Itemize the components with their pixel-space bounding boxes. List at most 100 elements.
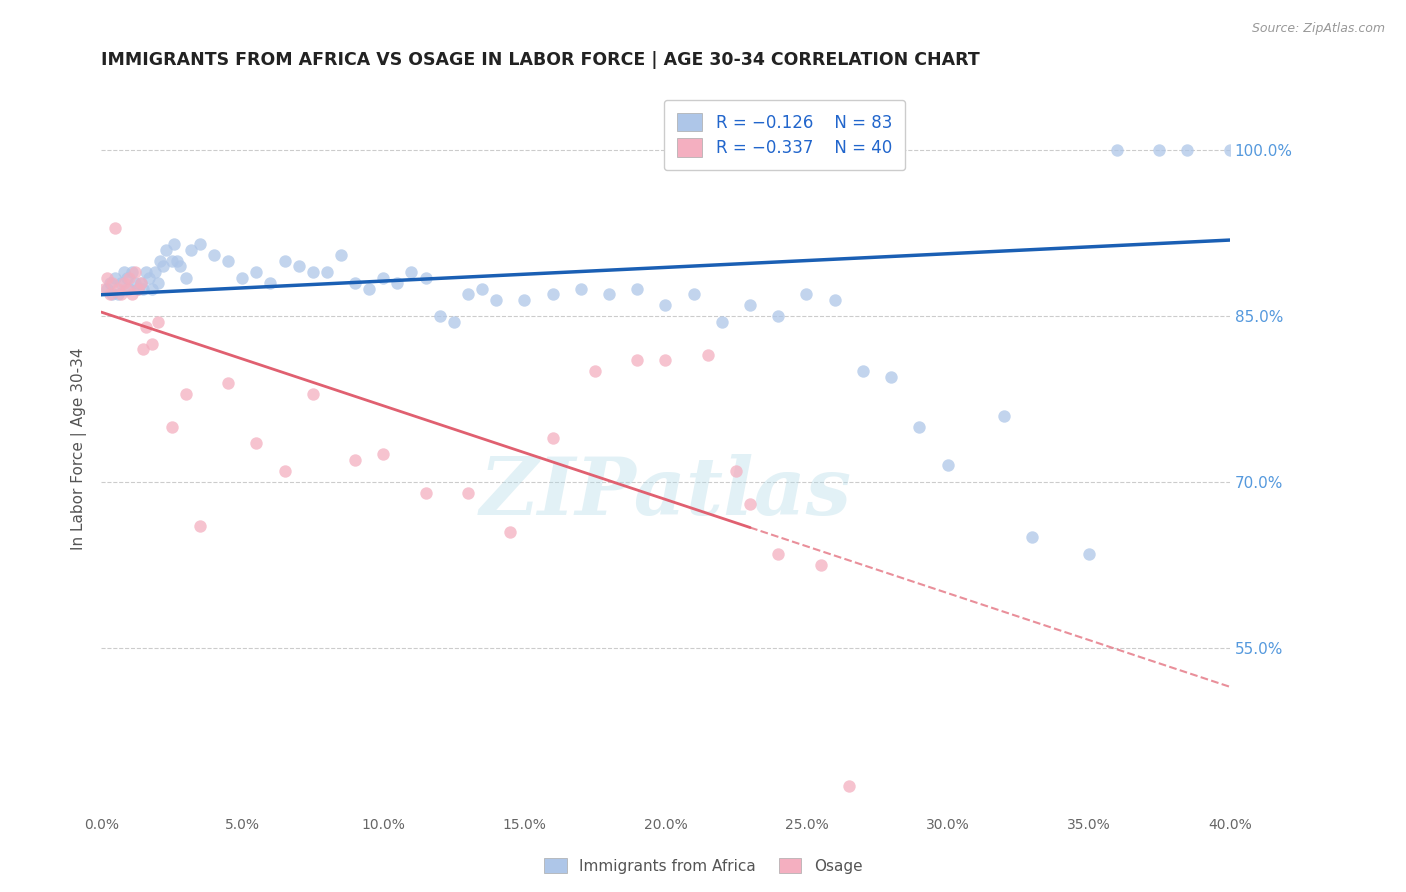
Point [1303,144,1326,158]
Point [315,265,337,279]
Point [138,270,160,285]
Point [287,260,309,274]
Point [301,265,323,279]
Point [301,386,323,401]
Point [485,293,508,307]
Point [121,287,143,301]
Point [96,270,118,285]
Point [93,282,115,296]
Text: Source: ZipAtlas.com: Source: ZipAtlas.com [1251,22,1385,36]
Point [583,364,606,378]
Point [1177,144,1199,158]
Point [135,320,157,334]
Point [112,276,135,290]
Point [143,265,166,279]
Point [1247,144,1270,158]
Point [457,287,479,301]
Point [174,386,197,401]
Point [936,458,959,473]
Point [993,409,1015,423]
Point [373,447,395,461]
Point [344,453,367,467]
Point [768,309,790,323]
Point [373,270,395,285]
Point [838,779,860,793]
Point [245,436,267,450]
Point [569,282,592,296]
Point [626,282,648,296]
Point [1360,144,1382,158]
Point [415,270,437,285]
Point [169,260,191,274]
Point [141,336,163,351]
Point [115,270,138,285]
Point [132,343,155,357]
Point [217,254,239,268]
Point [768,547,790,561]
Text: IMMIGRANTS FROM AFRICA VS OSAGE IN LABOR FORCE | AGE 30-34 CORRELATION CHART: IMMIGRANTS FROM AFRICA VS OSAGE IN LABOR… [101,51,980,69]
Point [101,287,124,301]
Point [654,298,676,312]
Point [1105,144,1128,158]
Point [1388,144,1406,158]
Point [149,254,172,268]
Point [344,276,367,290]
Legend: R = −0.126    N = 83, R = −0.337    N = 40: R = −0.126 N = 83, R = −0.337 N = 40 [664,100,905,170]
Point [654,353,676,368]
Point [132,282,155,296]
Point [188,519,211,533]
Point [1331,144,1354,158]
Point [273,464,295,478]
Point [626,353,648,368]
Point [810,558,832,572]
Point [104,220,127,235]
Point [107,287,129,301]
Text: ZIPatlas: ZIPatlas [479,454,852,532]
Y-axis label: In Labor Force | Age 30-34: In Labor Force | Age 30-34 [72,348,87,550]
Point [163,237,186,252]
Point [471,282,494,296]
Point [724,464,747,478]
Point [401,265,423,279]
Point [124,265,146,279]
Point [429,309,451,323]
Point [541,287,564,301]
Point [359,282,381,296]
Point [104,270,127,285]
Point [174,270,197,285]
Point [180,243,202,257]
Point [1219,144,1241,158]
Point [135,265,157,279]
Point [682,287,704,301]
Point [141,282,163,296]
Point [202,248,225,262]
Point [598,287,620,301]
Point [696,348,718,362]
Point [115,282,138,296]
Point [129,276,152,290]
Point [110,276,132,290]
Point [513,293,536,307]
Point [160,419,183,434]
Point [273,254,295,268]
Point [118,282,141,296]
Point [387,276,409,290]
Point [738,497,761,511]
Point [112,265,135,279]
Point [796,287,818,301]
Point [121,265,143,279]
Point [107,282,129,296]
Point [710,315,733,329]
Point [217,376,239,390]
Point [124,276,146,290]
Point [1275,144,1298,158]
Point [101,276,124,290]
Point [98,276,121,290]
Point [129,276,152,290]
Point [96,282,118,296]
Point [152,260,174,274]
Point [127,282,149,296]
Point [259,276,281,290]
Point [146,315,169,329]
Point [880,370,903,384]
